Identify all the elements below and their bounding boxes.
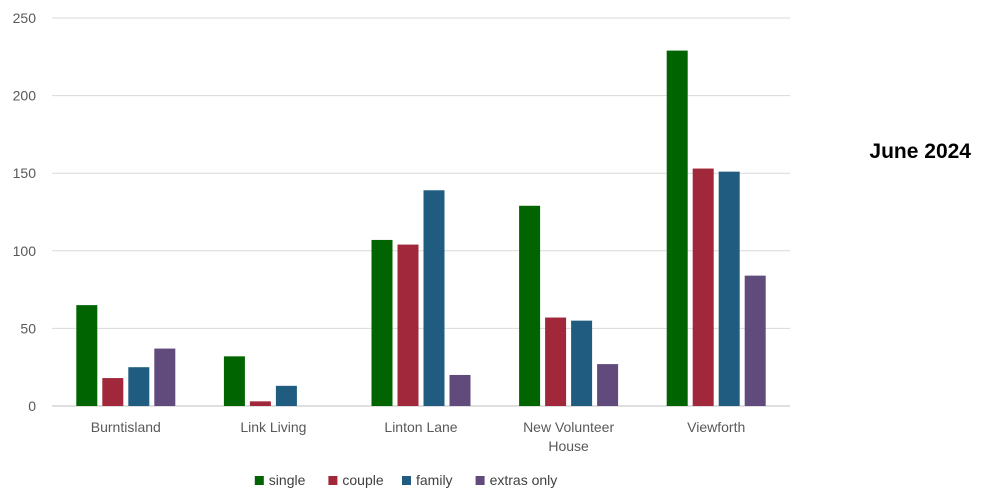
legend-swatch-single xyxy=(254,476,264,485)
bar-single-link-living xyxy=(223,356,245,406)
legend-label: extras only xyxy=(490,472,558,488)
bar-extras-only-burntisland xyxy=(154,348,176,406)
legend-label: couple xyxy=(342,472,383,488)
bar-single-burntisland xyxy=(76,305,98,406)
x-axis: Burntisland Link Living Linton Lane New Vol… xyxy=(91,419,745,454)
bar-couple-linton-lane xyxy=(397,244,419,406)
bar-family-burntisland xyxy=(128,367,150,406)
bar-couple-link-living xyxy=(249,401,271,406)
bar-single-new-volunteer-house xyxy=(519,205,541,406)
y-tick-label: 150 xyxy=(13,165,37,181)
category-label: Link Living xyxy=(240,419,306,435)
bar-family-viewforth xyxy=(718,171,740,406)
category-label: Burntisland xyxy=(91,419,161,435)
y-tick-label: 100 xyxy=(13,243,37,259)
bar-couple-new-volunteer-house xyxy=(545,317,567,406)
bar-single-linton-lane xyxy=(371,239,393,406)
bar-couple-viewforth xyxy=(692,168,714,406)
y-tick-label: 50 xyxy=(20,320,36,336)
bar-single-viewforth xyxy=(666,50,688,406)
bar-extras-only-new-volunteer-house xyxy=(597,364,619,406)
category-label: Viewforth xyxy=(687,419,745,435)
category-label: Linton Lane xyxy=(384,419,457,435)
legend: single couple family extras only xyxy=(254,472,558,488)
legend-swatch-couple xyxy=(328,476,338,485)
y-tick-label: 0 xyxy=(28,398,36,414)
bar-family-link-living xyxy=(275,385,297,406)
legend-swatch-extras-only xyxy=(475,476,485,485)
bars xyxy=(76,50,766,406)
bar-extras-only-viewforth xyxy=(744,275,766,406)
bar-extras-only-linton-lane xyxy=(449,374,471,406)
legend-label: single xyxy=(269,472,306,488)
legend-swatch-family xyxy=(402,476,411,485)
bar-family-linton-lane xyxy=(423,190,445,406)
bar-family-new-volunteer-house xyxy=(571,320,593,406)
y-tick-label: 200 xyxy=(13,88,37,104)
bar-couple-burntisland xyxy=(102,378,124,406)
legend-label: family xyxy=(416,472,453,488)
category-label: New Volunteer House xyxy=(523,419,614,454)
chart-period-label: June 2024 xyxy=(869,140,971,163)
y-axis: 0 50 100 150 200 250 xyxy=(13,10,37,414)
y-tick-label: 250 xyxy=(13,10,37,26)
